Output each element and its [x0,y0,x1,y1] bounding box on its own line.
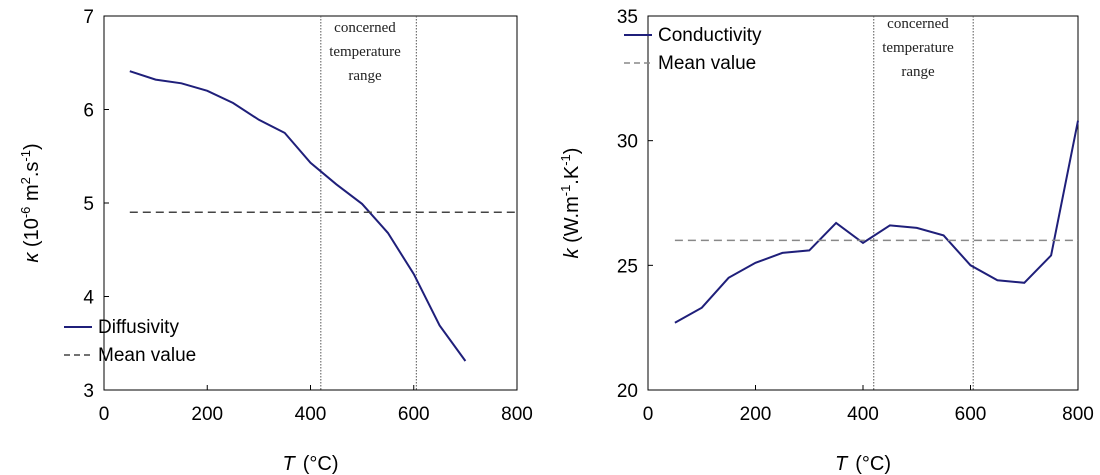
y-tick-label: 3 [83,381,94,402]
range-annotation: range [348,68,382,84]
x-tick-label: 0 [99,404,110,425]
x-tick-label: 0 [643,404,654,425]
range-annotation: temperature [882,40,954,56]
series-line-conductivity [674,120,1079,324]
x-tick-label: 400 [847,404,879,425]
range-annotation: temperature [329,44,401,60]
legend-label: Diffusivity [98,317,179,338]
legend-label: Mean value [658,53,756,74]
x-tick-label: 800 [501,404,533,425]
range-annotation: concerned [887,16,949,32]
chart-panel-2: 20 25 30 35 0 200 400 600 800 concerned temperatur… [558,7,1094,475]
x-tick-label: 600 [398,404,430,425]
chart-panel-1: 3 4 5 6 7 0 200 400 600 800 concerned temperature ra… [18,7,533,475]
x-tick-label: 400 [295,404,327,425]
y-tick-label: 20 [617,381,638,402]
y-tick-label: 6 [83,101,94,122]
y-tick-label: 25 [617,256,638,277]
y-tick-label: 7 [83,7,94,28]
x-tick-label: 200 [740,404,772,425]
legend-label: Mean value [98,345,196,366]
y-tick-label: 4 [83,288,94,309]
x-tick-label: 200 [191,404,223,425]
series-line-diffusivity [129,70,467,362]
x-tick-label: 600 [955,404,987,425]
x-tick-label: 800 [1062,404,1094,425]
y-axis-label: κ (10-6 m2.s-1) [18,143,43,262]
y-tick-label: 5 [83,194,94,215]
x-axis-label: T (°C) [283,453,339,475]
range-annotation: range [901,64,935,80]
legend-label: Conductivity [658,25,762,46]
range-annotation: concerned [334,20,396,36]
y-axis-label: k (W.m-1.K-1) [558,148,583,259]
y-tick-label: 30 [617,132,638,153]
x-axis-label: T (°C) [835,453,891,475]
y-tick-label: 35 [617,7,638,28]
